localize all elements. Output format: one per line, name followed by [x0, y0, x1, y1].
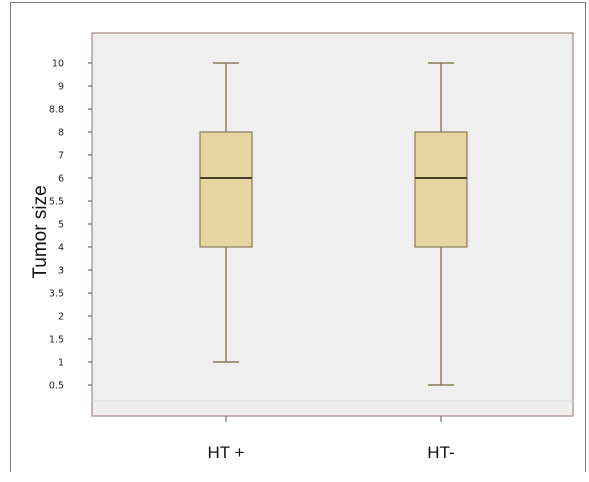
y-tick-label: 8 [58, 128, 64, 139]
y-tick-label: 0.5 [49, 381, 64, 392]
x-category-label: HT- [427, 443, 454, 462]
y-tick-label: 9 [58, 82, 64, 93]
y-tick-label: 7 [58, 151, 64, 162]
box-series [199, 62, 468, 386]
box-ht-negative [414, 62, 468, 386]
y-tick-label: 3.5 [49, 289, 64, 300]
box-ht-positive [199, 62, 253, 363]
y-axis-title: Tumor size [30, 185, 51, 278]
y-axis: 0.5 1 1.5 2 3.5 3 4 5 5.5 6 7 8 8.8 9 10 [49, 59, 92, 392]
y-tick-label: 6 [58, 174, 64, 185]
y-tick-label: 1 [58, 358, 64, 369]
y-tick-label: 8.8 [49, 105, 64, 116]
y-tick-label: 4 [58, 243, 64, 254]
y-tick-label: 1.5 [49, 335, 64, 346]
figure-frame [10, 2, 586, 472]
x-category-label: HT + [207, 443, 244, 462]
iqr-box [414, 131, 468, 248]
y-tick-label: 5 [58, 220, 64, 231]
y-tick-label: 2 [58, 312, 64, 323]
y-tick-label: 10 [52, 59, 64, 70]
x-axis: HT + HT- [207, 416, 455, 462]
y-tick-label: 3 [58, 266, 64, 277]
plot-area [91, 32, 574, 417]
y-tick-label: 5.5 [49, 197, 64, 208]
iqr-box [199, 131, 253, 248]
